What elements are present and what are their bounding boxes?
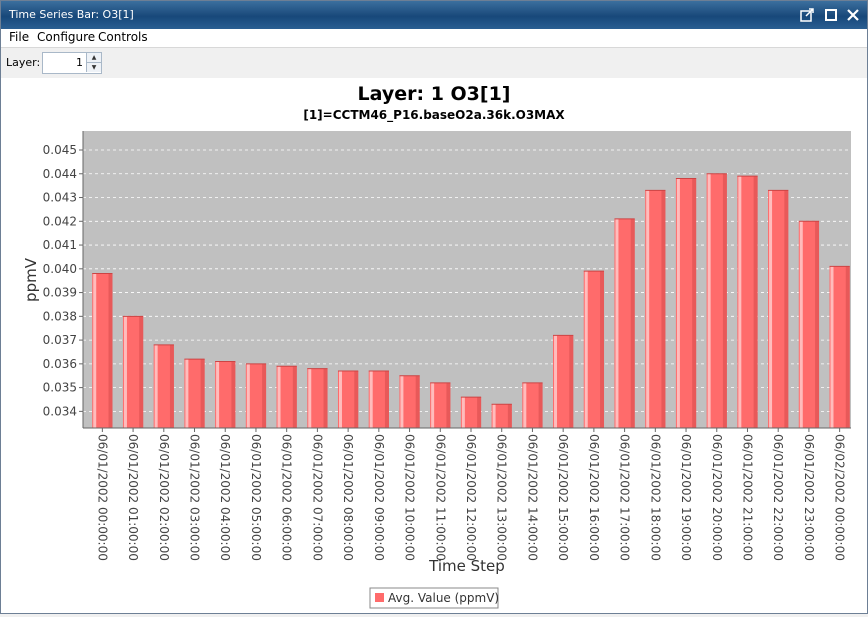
x-tick-label: 06/01/2002 02:00:00 (157, 434, 171, 561)
title-bar[interactable]: Time Series Bar: O3[1] (1, 1, 867, 29)
window-title: Time Series Bar: O3[1] (9, 8, 134, 21)
x-tick-label: 06/01/2002 21:00:00 (740, 434, 754, 561)
x-tick-label: 06/01/2002 03:00:00 (188, 434, 202, 561)
bar[interactable] (337, 370, 359, 428)
bar[interactable] (768, 189, 789, 428)
x-tick-label: 06/01/2002 12:00:00 (464, 434, 478, 561)
x-axis: 06/01/2002 00:00:00 06/01/2002 01:00:00 06… (83, 427, 851, 561)
bar[interactable] (460, 396, 482, 428)
x-tick-label: 06/01/2002 01:00:00 (126, 434, 140, 561)
x-tick-label: 06/01/2002 13:00:00 (495, 434, 509, 561)
legend: Avg. Value (ppmV) (369, 587, 499, 609)
bar[interactable] (614, 218, 635, 428)
menu-file[interactable]: File (9, 30, 30, 44)
x-tick-label: 06/01/2002 05:00:00 (249, 434, 263, 561)
y-tick-label: 0.045 (43, 143, 77, 157)
bar[interactable] (798, 220, 820, 428)
bar[interactable] (368, 370, 389, 428)
x-tick-label: 06/01/2002 10:00:00 (403, 434, 417, 561)
gridlines (83, 149, 851, 412)
x-tick-label: 06/01/2002 16:00:00 (587, 434, 601, 561)
bar[interactable] (706, 173, 727, 428)
bar[interactable] (829, 265, 850, 428)
x-tick-label: 06/01/2002 19:00:00 (679, 434, 693, 561)
x-tick-label: 06/01/2002 06:00:00 (280, 434, 294, 561)
x-tick-label: 06/01/2002 09:00:00 (372, 434, 386, 561)
legend-label: Avg. Value (ppmV) (388, 591, 499, 605)
y-axis: 0.034 0.035 0.036 0.037 0.038 0.039 0.040 0.041… (43, 131, 84, 428)
chart-title: Layer: 1 O3[1] (358, 83, 511, 105)
bars (92, 173, 850, 428)
x-tick-label: 06/01/2002 08:00:00 (341, 434, 355, 561)
layer-value[interactable]: 1 (76, 56, 83, 69)
close-icon[interactable] (845, 7, 861, 23)
bar[interactable] (276, 365, 297, 428)
x-tick-label: 06/01/2002 00:00:00 (95, 434, 109, 561)
spin-down-icon[interactable]: ▼ (86, 63, 101, 72)
bar[interactable] (153, 344, 174, 428)
y-tick-label: 0.042 (43, 214, 77, 228)
y-tick-label: 0.036 (43, 357, 77, 371)
bar[interactable] (737, 175, 758, 428)
bar[interactable] (399, 375, 420, 428)
bar[interactable] (92, 273, 113, 428)
y-axis-label: ppmV (22, 257, 40, 302)
x-tick-label: 06/01/2002 11:00:00 (433, 434, 447, 561)
y-tick-label: 0.044 (43, 167, 77, 181)
menu-bar: File Configure Controls (1, 29, 867, 48)
x-tick-label: 06/01/2002 17:00:00 (618, 434, 632, 561)
x-tick-label: 06/01/2002 20:00:00 (710, 434, 724, 561)
y-tick-label: 0.041 (43, 238, 77, 252)
x-axis-label: Time Step (428, 557, 505, 575)
bar[interactable] (215, 360, 236, 428)
toolbar: Layer: 1 ▲ ▼ (1, 48, 867, 78)
bar[interactable] (307, 368, 328, 428)
bar[interactable] (675, 178, 697, 428)
chart-subtitle: [1]=CCTM46_P16.baseO2a.36k.O3MAX (303, 108, 565, 123)
legend-box (369, 587, 499, 609)
y-tick-label: 0.034 (43, 404, 77, 418)
x-tick-label: 06/01/2002 07:00:00 (310, 434, 324, 561)
x-tick-label: 06/01/2002 18:00:00 (648, 434, 662, 561)
chart-panel: Layer: 1 O3[1] [1]=CCTM46_P16.baseO2a.36… (1, 78, 867, 613)
y-tick-label: 0.038 (43, 309, 77, 323)
bar[interactable] (184, 358, 205, 428)
x-tick-label: 06/01/2002 23:00:00 (802, 434, 816, 561)
x-tick-label: 06/01/2002 14:00:00 (525, 434, 539, 561)
legend-swatch (375, 593, 384, 602)
y-tick-label: 0.037 (43, 333, 77, 347)
y-tick-label: 0.043 (43, 191, 77, 205)
bar[interactable] (645, 189, 666, 428)
x-tick-label: 06/02/2002 00:00:00 (833, 434, 847, 561)
x-tick-label: 06/01/2002 22:00:00 (771, 434, 785, 561)
bar[interactable] (553, 334, 574, 428)
bar[interactable] (122, 315, 144, 428)
layer-spinner[interactable]: 1 ▲ ▼ (42, 52, 102, 74)
bar-chart: Layer: 1 O3[1] [1]=CCTM46_P16.baseO2a.36… (22, 83, 851, 609)
x-tick-label: 06/01/2002 04:00:00 (218, 434, 232, 561)
bar[interactable] (245, 363, 267, 428)
menu-configure[interactable]: Configure (37, 30, 96, 44)
y-tick-label: 0.039 (43, 286, 77, 300)
pin-icon[interactable] (799, 7, 815, 23)
menu-controls[interactable]: Controls (98, 30, 148, 44)
maximize-icon[interactable] (823, 7, 839, 23)
bar[interactable] (430, 382, 451, 428)
bar[interactable] (522, 382, 543, 428)
bar[interactable] (491, 403, 512, 428)
y-tick-label: 0.040 (43, 262, 77, 276)
bar[interactable] (583, 270, 605, 428)
x-tick-label: 06/01/2002 15:00:00 (556, 434, 570, 561)
y-tick-label: 0.035 (43, 381, 77, 395)
layer-label: Layer: (6, 56, 41, 69)
spin-up-icon[interactable]: ▲ (86, 53, 101, 63)
